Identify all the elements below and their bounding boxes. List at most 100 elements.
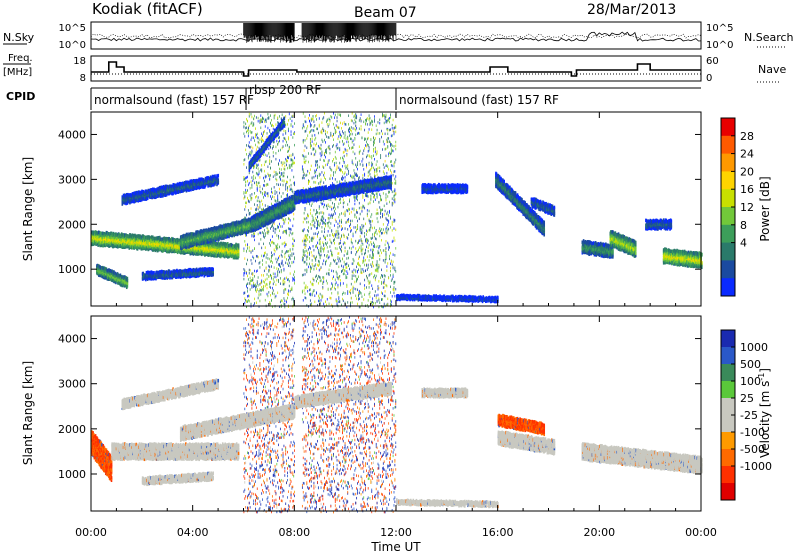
noise-pixel [383, 163, 384, 166]
noise-pixel [395, 270, 396, 273]
noise-pixel [285, 115, 286, 118]
noise-pixel [305, 139, 306, 142]
noise-pixel [249, 295, 250, 298]
noise-pixel [314, 236, 315, 239]
noise-pixel [316, 267, 317, 270]
noise-pixel [336, 300, 337, 303]
noise-pixel [380, 157, 381, 160]
noise-pixel [371, 284, 372, 287]
noise-pixel [268, 229, 269, 232]
noise-pixel [254, 302, 255, 305]
noise-pixel [378, 288, 379, 291]
noise-pixel [254, 192, 255, 195]
noise-pixel [247, 275, 248, 278]
noise-pixel [371, 257, 372, 260]
noise-pixel [370, 117, 371, 120]
noise-pixel [355, 157, 356, 160]
noise-pixel [283, 264, 284, 267]
noise-pixel [284, 268, 285, 271]
noise-pixel [339, 149, 340, 152]
noise-pixel [394, 170, 395, 173]
noise-pixel [344, 235, 345, 238]
noise-pixel [394, 292, 395, 295]
noise-pixel [365, 119, 366, 122]
noise-pixel [353, 262, 354, 265]
noise-pixel [273, 151, 274, 154]
noise-pixel [386, 240, 387, 243]
noise-pixel [304, 177, 305, 180]
noise-pixel [366, 275, 367, 278]
noise-pixel [268, 152, 269, 155]
noise-pixel [291, 164, 292, 167]
noise-pixel [366, 145, 367, 148]
noise-pixel [350, 138, 351, 141]
noise-pixel [314, 139, 315, 142]
noise-pixel [254, 203, 255, 206]
noise-pixel [320, 158, 321, 161]
noise-pixel [338, 252, 339, 255]
noise-pixel [313, 118, 314, 121]
noise-pixel [314, 294, 315, 297]
noise-pixel [328, 203, 329, 206]
noise-pixel [389, 211, 390, 214]
cpid-segment-label: normalsound (fast) 157 RF [399, 93, 559, 107]
noise-pixel [280, 178, 281, 181]
noise-pixel [245, 205, 246, 208]
noise-pixel [377, 217, 378, 220]
noise-pixel [305, 145, 306, 148]
noise-pixel [293, 278, 294, 281]
noise-pixel [384, 143, 385, 146]
noise-pixel [326, 135, 327, 138]
noise-pixel [329, 273, 330, 276]
noise-pixel [290, 248, 291, 251]
noise-pixel [279, 188, 280, 191]
noise-pixel [312, 140, 313, 143]
noise-pixel [271, 191, 272, 194]
noise-pixel [260, 238, 261, 241]
noise-pixel [252, 273, 253, 276]
noise-pixel [249, 272, 250, 275]
noise-pixel [388, 119, 389, 122]
noise-pixel [260, 176, 261, 179]
noise-pixel [293, 132, 294, 135]
noise-pixel [267, 183, 268, 186]
noise-pixel [394, 254, 395, 257]
noise-pixel [267, 136, 268, 139]
noise-pixel [364, 287, 365, 290]
noise-pixel [327, 246, 328, 249]
noise-pixel [372, 227, 373, 230]
noise-pixel [362, 243, 363, 246]
noise-pixel [314, 181, 315, 184]
noise-pixel [321, 148, 322, 151]
noise-pixel [387, 262, 388, 265]
noise-pixel [363, 149, 364, 152]
noise-pixel [257, 288, 258, 291]
noise-pixel [386, 147, 387, 150]
noise-pixel [312, 176, 313, 179]
freq-label: Freq. [8, 53, 33, 64]
noise-pixel [347, 290, 348, 293]
noise-pixel [387, 195, 388, 198]
noise-pixel [311, 153, 312, 156]
noise-pixel [369, 149, 370, 152]
noise-pixel [307, 290, 308, 293]
noise-pixel [347, 137, 348, 140]
noise-pixel [372, 233, 373, 236]
noise-pixel [373, 265, 374, 268]
noise-pixel [339, 220, 340, 223]
noise-pixel [375, 279, 376, 282]
noise-pixel [364, 174, 365, 177]
noise-pixel [247, 287, 248, 290]
noise-pixel [380, 154, 381, 157]
noise-pixel [381, 199, 382, 202]
noise-pixel [245, 127, 246, 130]
noise-pixel [374, 169, 375, 172]
noise-pixel [322, 139, 323, 142]
noise-pixel [359, 218, 360, 221]
noise-pixel [337, 247, 338, 250]
noise-pixel [316, 142, 317, 145]
noise-pixel [354, 169, 355, 172]
noise-pixel [304, 289, 305, 292]
noise-pixel [343, 300, 344, 303]
noise-pixel [368, 175, 369, 178]
